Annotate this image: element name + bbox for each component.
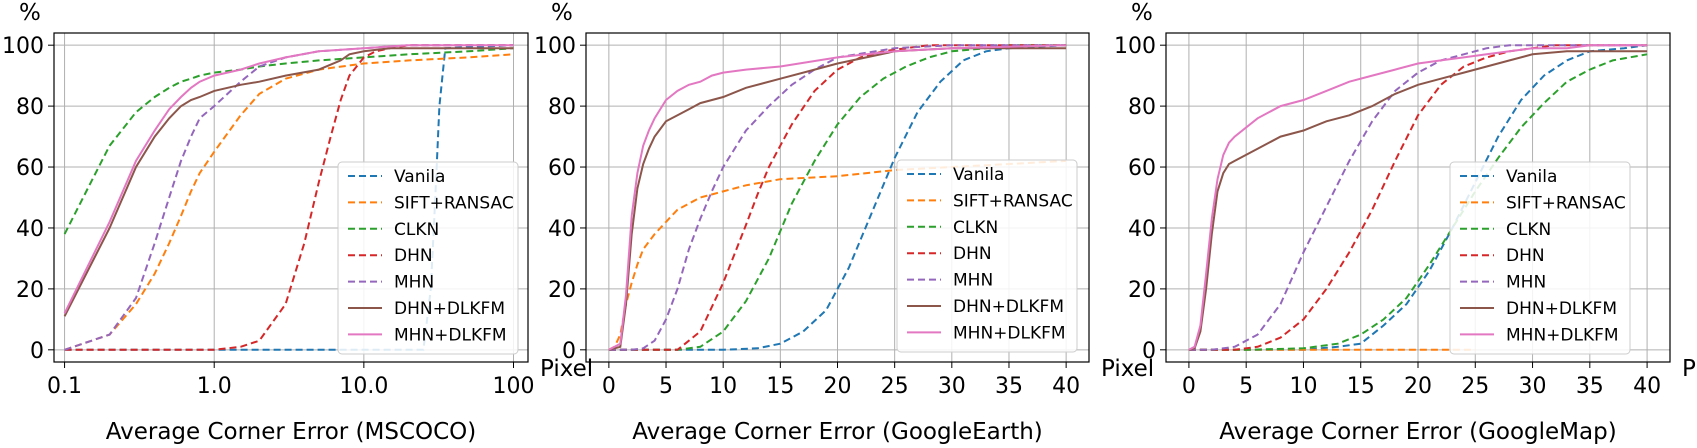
series-line-dhn-dlkfm — [63, 47, 514, 317]
legend-label: Vanila — [1506, 167, 1557, 187]
y-tick-label: 100 — [1114, 34, 1156, 59]
legend-label: MHN — [1506, 273, 1546, 293]
x-tick-label: 20 — [1404, 374, 1432, 399]
series-line-clkn — [63, 47, 514, 235]
y-tick-label: 60 — [1128, 156, 1156, 181]
x-tick-label: 0 — [602, 374, 616, 399]
legend-label: SIFT+RANSAC — [394, 193, 514, 213]
y-tick-label: 100 — [534, 34, 576, 59]
legend-label: MHN+DLKFM — [953, 323, 1066, 343]
x-tick-label: 35 — [1576, 374, 1604, 399]
legend-box — [896, 159, 1078, 353]
y-tick-label: 20 — [548, 278, 576, 303]
y-tick-label: 80 — [16, 95, 44, 120]
x-tick-label: 10 — [1289, 374, 1317, 399]
legend-label: SIFT+RANSAC — [1506, 193, 1626, 213]
chart-panel-3: 0 5 10 15 20 25 30 35 40 0 20 40 60 80 100% Pixel Averag… — [1114, 0, 1697, 445]
x-axis-unit: Pixel — [1682, 356, 1697, 382]
x-tick-label: 1.0 — [197, 374, 232, 399]
legend-label: MHN+DLKFM — [394, 325, 507, 345]
y-axis-label: % — [551, 0, 573, 26]
legend: Vanila SIFT+RANSAC CLKN DHN MHN DHN+DLKFM MHN+… — [1449, 161, 1631, 355]
series-line-mhn-dlkfm — [608, 44, 1067, 351]
x-tick-label: 15 — [1347, 374, 1375, 399]
legend-label: MHN+DLKFM — [1506, 325, 1619, 345]
x-tick-label: 30 — [938, 374, 966, 399]
y-tick-label: 0 — [1142, 339, 1156, 364]
x-tick-label: 10.0 — [339, 374, 388, 399]
series-line-mhn — [1188, 44, 1648, 351]
legend-label: CLKN — [394, 220, 439, 240]
y-tick-label: 100 — [2, 34, 44, 59]
x-tick-label: 100 — [492, 374, 534, 399]
y-tick-label: 80 — [548, 95, 576, 120]
y-tick-label: 40 — [1128, 217, 1156, 242]
x-axis-label: Average Corner Error (GoogleMap) — [1219, 419, 1616, 445]
y-axis-label: % — [19, 0, 41, 26]
y-tick-label: 40 — [16, 217, 44, 242]
legend-label: CLKN — [1506, 220, 1551, 240]
legend-label: DHN — [1506, 246, 1545, 266]
legend: Vanila SIFT+RANSAC CLKN DHN MHN DHN+DLKFM MHN+… — [337, 161, 519, 355]
legend-label: DHN — [394, 246, 433, 266]
x-tick-label: 0 — [1182, 374, 1196, 399]
legend-label: DHN — [953, 244, 992, 264]
legend: Vanila SIFT+RANSAC CLKN DHN MHN DHN+DLKFM MHN+… — [896, 159, 1078, 353]
x-tick-label: 35 — [995, 374, 1023, 399]
legend-label: MHN — [394, 273, 434, 293]
x-tick-label: 30 — [1519, 374, 1547, 399]
y-tick-label: 40 — [548, 217, 576, 242]
legend-label: Vanila — [394, 167, 445, 187]
legend-box — [337, 161, 519, 355]
series-line-dhn-dlkfm — [1188, 50, 1648, 351]
y-axis-label: % — [1131, 0, 1153, 26]
x-axis-label: Average Corner Error (GoogleEarth) — [632, 419, 1043, 445]
x-tick-label: 5 — [659, 374, 673, 399]
x-axis-unit: Pixel — [540, 356, 593, 382]
series-line-clkn — [1188, 53, 1648, 351]
series-line-sift-ransac — [608, 159, 1067, 351]
x-tick-label: 5 — [1239, 374, 1253, 399]
legend-label: SIFT+RANSAC — [953, 191, 1073, 211]
y-tick-label: 20 — [1128, 278, 1156, 303]
y-tick-label: 60 — [548, 156, 576, 181]
series-line-vanila — [608, 44, 1067, 351]
x-tick-label: 40 — [1052, 374, 1080, 399]
legend-box — [1449, 161, 1631, 355]
series-line-mhn-dlkfm — [1188, 44, 1648, 351]
legend-label: MHN — [953, 271, 993, 291]
y-tick-label: 80 — [1128, 95, 1156, 120]
x-tick-label: 25 — [1461, 374, 1489, 399]
plot-frame — [53, 32, 529, 363]
legend-label: Vanila — [953, 165, 1004, 185]
y-tick-label: 0 — [562, 339, 576, 364]
x-tick-label: 0.1 — [47, 374, 82, 399]
x-tick-label: 25 — [881, 374, 909, 399]
series-line-mhn-dlkfm — [63, 44, 514, 314]
legend-label: DHN+DLKFM — [1506, 299, 1617, 319]
y-tick-label: 60 — [16, 156, 44, 181]
x-axis-label: Average Corner Error (MSCOCO) — [106, 419, 477, 445]
x-axis-unit: Pixel — [1101, 356, 1154, 382]
y-tick-label: 20 — [16, 278, 44, 303]
series-line-dhn — [64, 44, 514, 351]
x-tick-label: 40 — [1633, 374, 1661, 399]
y-tick-label: 0 — [30, 339, 44, 364]
chart-panel-2: 0 5 10 15 20 25 30 35 40 0 20 40 60 80 100% Pixel Averag… — [534, 0, 1154, 445]
series-lines — [608, 44, 1067, 351]
x-tick-label: 15 — [766, 374, 794, 399]
series-line-clkn — [608, 44, 1067, 351]
chart-panel-1: 0.1 1.0 10.0 100 0 20 40 60 80 100% Pixel Average C… — [2, 0, 593, 445]
legend-label: CLKN — [953, 218, 998, 238]
series-lines — [1188, 44, 1648, 351]
x-tick-label: 10 — [709, 374, 737, 399]
legend-label: DHN+DLKFM — [394, 299, 505, 319]
series-line-sift-ransac — [64, 53, 514, 351]
series-line-dhn-dlkfm — [608, 47, 1067, 351]
x-tick-label: 20 — [824, 374, 852, 399]
legend-label: DHN+DLKFM — [953, 297, 1064, 317]
